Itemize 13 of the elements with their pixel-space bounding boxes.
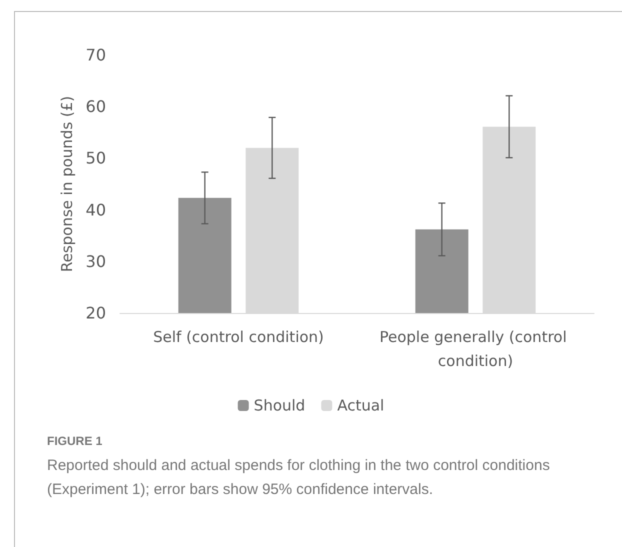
text: Reported should and actual spends for clothing in the two control conditions (Experiment 1); error bars show 95% confidence intervals. (47, 456, 551, 500)
legend-label: Actual (337, 396, 384, 414)
legend-label: Should (254, 396, 306, 414)
x-tick-label: Self (control condition) (153, 328, 324, 346)
x-tick-label: People generally (control condition) (379, 328, 572, 370)
text: FIGURE 1 (47, 434, 104, 448)
y-tick-label: 60 (86, 97, 106, 116)
y-tick-label: 70 (86, 46, 106, 64)
y-tick-label: 30 (86, 252, 106, 271)
y-tick-label: 40 (86, 200, 106, 220)
y-tick-label: 20 (86, 304, 106, 322)
y-tick-label: 50 (86, 148, 106, 168)
y-axis-title: Response in pounds (£) (58, 96, 76, 272)
